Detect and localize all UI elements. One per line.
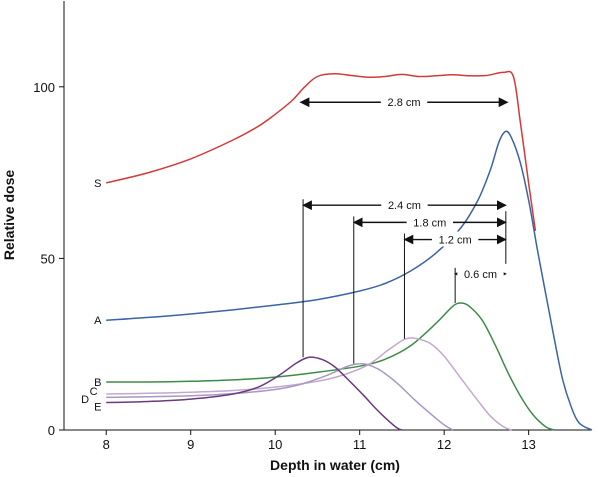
series-layer bbox=[106, 70, 593, 431]
curve-label-c: C bbox=[90, 386, 98, 398]
series-line-d bbox=[106, 362, 454, 431]
y-tick-label: 0 bbox=[48, 423, 55, 438]
annotation-label: 1.8 cm bbox=[413, 217, 446, 229]
y-tick-label: 50 bbox=[41, 251, 55, 266]
series-line-s bbox=[106, 70, 537, 232]
annotation-label-bg bbox=[406, 214, 453, 230]
x-tick-label: 9 bbox=[187, 437, 194, 452]
series-line-e bbox=[106, 356, 403, 431]
curve-label-s: S bbox=[94, 178, 101, 190]
annotation-layer: 2.8 cm 2.4 cm 1.8 cm 1.2 cm 0.6 cm bbox=[299, 94, 509, 364]
annotation-label: 1.2 cm bbox=[439, 235, 472, 247]
series-line-a bbox=[106, 130, 593, 431]
y-tick-label: 100 bbox=[33, 80, 55, 95]
annotation-label: 0.6 cm bbox=[464, 269, 497, 281]
annotation-label-bg bbox=[381, 197, 428, 213]
axes: 8 9 10 11 12 13 0 50 100 bbox=[33, 1, 592, 452]
x-tick-label: 10 bbox=[268, 437, 282, 452]
series-line-c bbox=[106, 337, 512, 431]
curve-label-e: E bbox=[94, 402, 101, 414]
annotation-label: 2.4 cm bbox=[388, 200, 421, 212]
curve-label-d: D bbox=[81, 394, 89, 406]
x-axis-title: Depth in water (cm) bbox=[270, 457, 400, 473]
annotation-label-bg bbox=[380, 94, 428, 110]
x-tick-label: 11 bbox=[353, 437, 367, 452]
annotation-label: 2.8 cm bbox=[388, 97, 421, 109]
series-line-b bbox=[106, 302, 555, 431]
x-tick-label: 8 bbox=[103, 437, 110, 452]
x-tick-label: 13 bbox=[521, 437, 535, 452]
x-tick-label: 12 bbox=[437, 437, 451, 452]
curve-label-b: B bbox=[94, 377, 101, 389]
y-axis-title: Relative dose bbox=[1, 170, 17, 260]
annotation-label-bg bbox=[457, 265, 504, 281]
annotation-label-bg bbox=[431, 231, 479, 247]
curve-label-a: A bbox=[94, 315, 102, 327]
